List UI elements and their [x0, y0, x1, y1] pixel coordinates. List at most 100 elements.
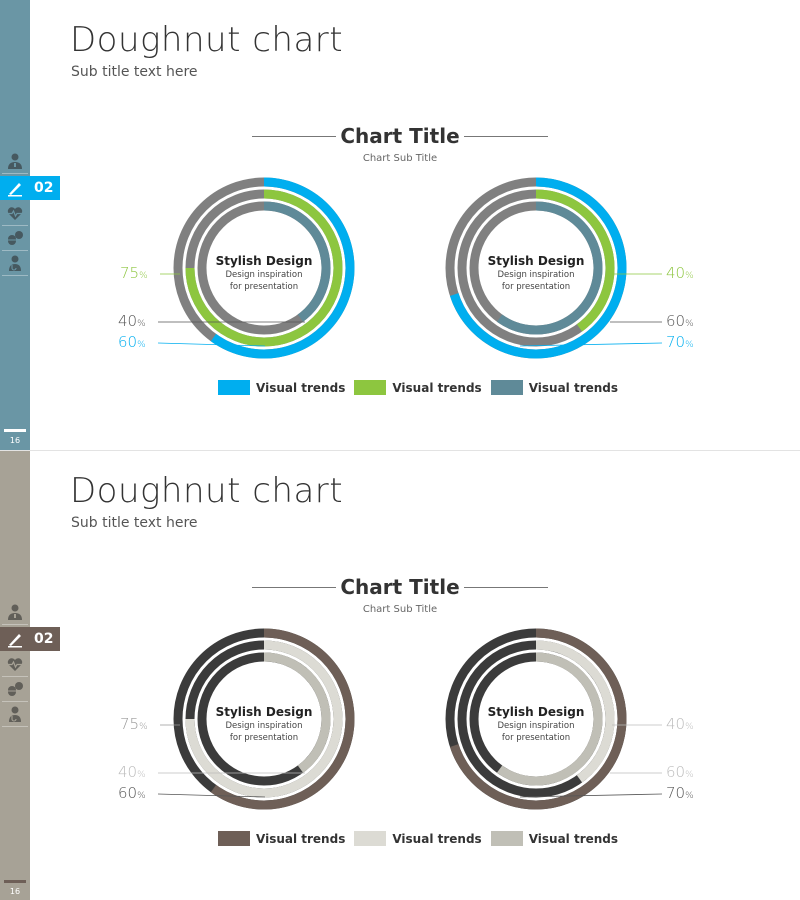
sidebar-item-doctor[interactable]	[2, 601, 28, 623]
sidebar-divider	[2, 726, 28, 727]
page-subtitle: Sub title text here	[71, 515, 198, 531]
sidebar-item-pills[interactable]	[2, 227, 28, 249]
percent-sign: %	[685, 319, 694, 329]
value-number: 40	[118, 312, 138, 330]
percent-sign: %	[685, 770, 694, 780]
donut-2-separator-2	[467, 199, 605, 337]
sidebar-item-stethoscope[interactable]	[2, 252, 28, 274]
heartbeat-icon	[7, 207, 23, 220]
slide-1: 16 Doughnut chart Sub title text here Ch…	[0, 0, 694, 450]
value-number: 60	[118, 784, 138, 802]
value-number: 70	[666, 333, 686, 351]
sidebar-divider	[2, 275, 28, 276]
legend-label: Visual trends	[256, 380, 346, 395]
value-number: 70	[666, 784, 686, 802]
donut-2-ring-3-value	[496, 201, 603, 335]
donut-1-ring-2-value	[185, 640, 343, 798]
chart-title-row: Chart Title	[252, 122, 548, 150]
scalpel-icon	[8, 634, 22, 648]
legend-swatch	[354, 380, 387, 395]
center-desc-line-2: for presentation	[501, 733, 571, 743]
sidebar-divider	[2, 701, 28, 702]
chart-legend: Visual trends Visual trends Visual trends	[218, 831, 627, 846]
donut-2-value-label-3: 60%	[666, 312, 694, 330]
donut-2-ring-2-value	[535, 640, 615, 783]
center-desc-line-2: for presentation	[229, 733, 299, 743]
chart-title-row: Chart Title	[252, 573, 548, 601]
sidebar-divider	[2, 624, 28, 625]
doctor-icon	[8, 153, 22, 169]
donut-1-separator-2	[195, 650, 333, 788]
donut-2-separator-2	[467, 650, 605, 788]
donut-2-leader-1	[519, 342, 663, 347]
sidebar-item-active[interactable]: 02	[0, 176, 60, 200]
percent-sign: %	[137, 770, 146, 780]
percent-sign: %	[685, 340, 694, 350]
chart-title-rule-right	[463, 135, 548, 137]
sidebar-progress	[4, 880, 26, 883]
legend-label: Visual trends	[528, 831, 619, 846]
donut-1-ring-3-value	[263, 652, 331, 773]
doctor-icon	[8, 604, 22, 620]
center-title: Stylish Design	[215, 705, 313, 719]
donut-2-value-label-2: 40%	[666, 264, 694, 282]
legend-label: Visual trends	[256, 831, 346, 846]
donut-1-ring-3-value	[263, 201, 331, 322]
donut-2-ring-1-value	[449, 177, 627, 359]
value-number: 40	[666, 715, 686, 733]
center-desc-line-1: Design inspiration	[497, 270, 575, 280]
page-title: Doughnut chart	[70, 471, 344, 511]
value-number: 60	[118, 333, 138, 351]
legend-item-3: Visual trends	[490, 380, 618, 395]
donut-2-ring-1-value	[449, 628, 627, 810]
donut-2-center: Stylish Design Design inspiration for pres…	[476, 254, 596, 292]
value-number: 60	[666, 763, 686, 781]
sidebar-divider	[2, 676, 28, 677]
chart-subtitle: Chart Sub Title	[362, 153, 438, 164]
sidebar-item-active[interactable]: 02	[0, 627, 60, 651]
sidebar-item-heartbeat[interactable]	[2, 653, 28, 675]
legend-item-1: Visual trends	[218, 380, 345, 395]
slide-2: 16 Doughnut chart Sub title text here Ch…	[0, 450, 800, 900]
donut-2-separator-1	[455, 638, 617, 800]
donut-1-center: Stylish Design Design inspiration for pres…	[204, 254, 324, 292]
donut-2-value-label-2: 40%	[666, 715, 694, 733]
donut-1-ring-1-value	[210, 177, 355, 359]
doughnut-charts	[157, 628, 663, 810]
sidebar-item-stethoscope[interactable]	[2, 703, 28, 725]
donut-2-value-label-1: 70%	[666, 333, 694, 351]
donut-1-separator-1	[183, 638, 345, 800]
donut-2-value-label-1: 70%	[666, 784, 694, 802]
legend-swatch	[490, 831, 523, 846]
legend-swatch	[354, 831, 387, 846]
chart-title-rule-left	[252, 586, 337, 588]
sidebar-item-doctor[interactable]	[2, 150, 28, 172]
donut-1-ring-1-value	[210, 628, 355, 810]
percent-sign: %	[137, 791, 146, 801]
donut-1-value-label-3: 40%	[118, 763, 146, 781]
center-desc-line-1: Design inspiration	[225, 270, 303, 280]
legend-label: Visual trends	[392, 831, 482, 846]
sidebar-progress	[4, 429, 26, 432]
chart-title: Chart Title	[340, 575, 460, 599]
donut-1-separator-1	[183, 187, 345, 349]
chart-legend: Visual trends Visual trends Visual trends	[218, 380, 627, 395]
donut-1-separator-2	[195, 199, 333, 337]
page-number: 16	[9, 436, 21, 445]
legend-swatch	[218, 380, 250, 395]
sidebar-item-heartbeat[interactable]	[2, 202, 28, 224]
heartbeat-icon	[7, 658, 23, 671]
percent-sign: %	[139, 271, 148, 281]
legend-item-2: Visual trends	[354, 380, 482, 395]
donut-1-value-label-1: 60%	[118, 333, 146, 351]
stethoscope-icon	[9, 706, 21, 722]
section-number: 02	[34, 180, 54, 196]
center-title: Stylish Design	[215, 254, 313, 268]
sidebar-item-pills[interactable]	[2, 678, 28, 700]
sidebar: 16	[0, 451, 30, 900]
sidebar-divider	[2, 225, 28, 226]
donut-2-leader-1	[519, 793, 663, 798]
donut-1-value-label-2: 75%	[120, 715, 148, 733]
percent-sign: %	[685, 271, 694, 281]
percent-sign: %	[137, 340, 146, 350]
